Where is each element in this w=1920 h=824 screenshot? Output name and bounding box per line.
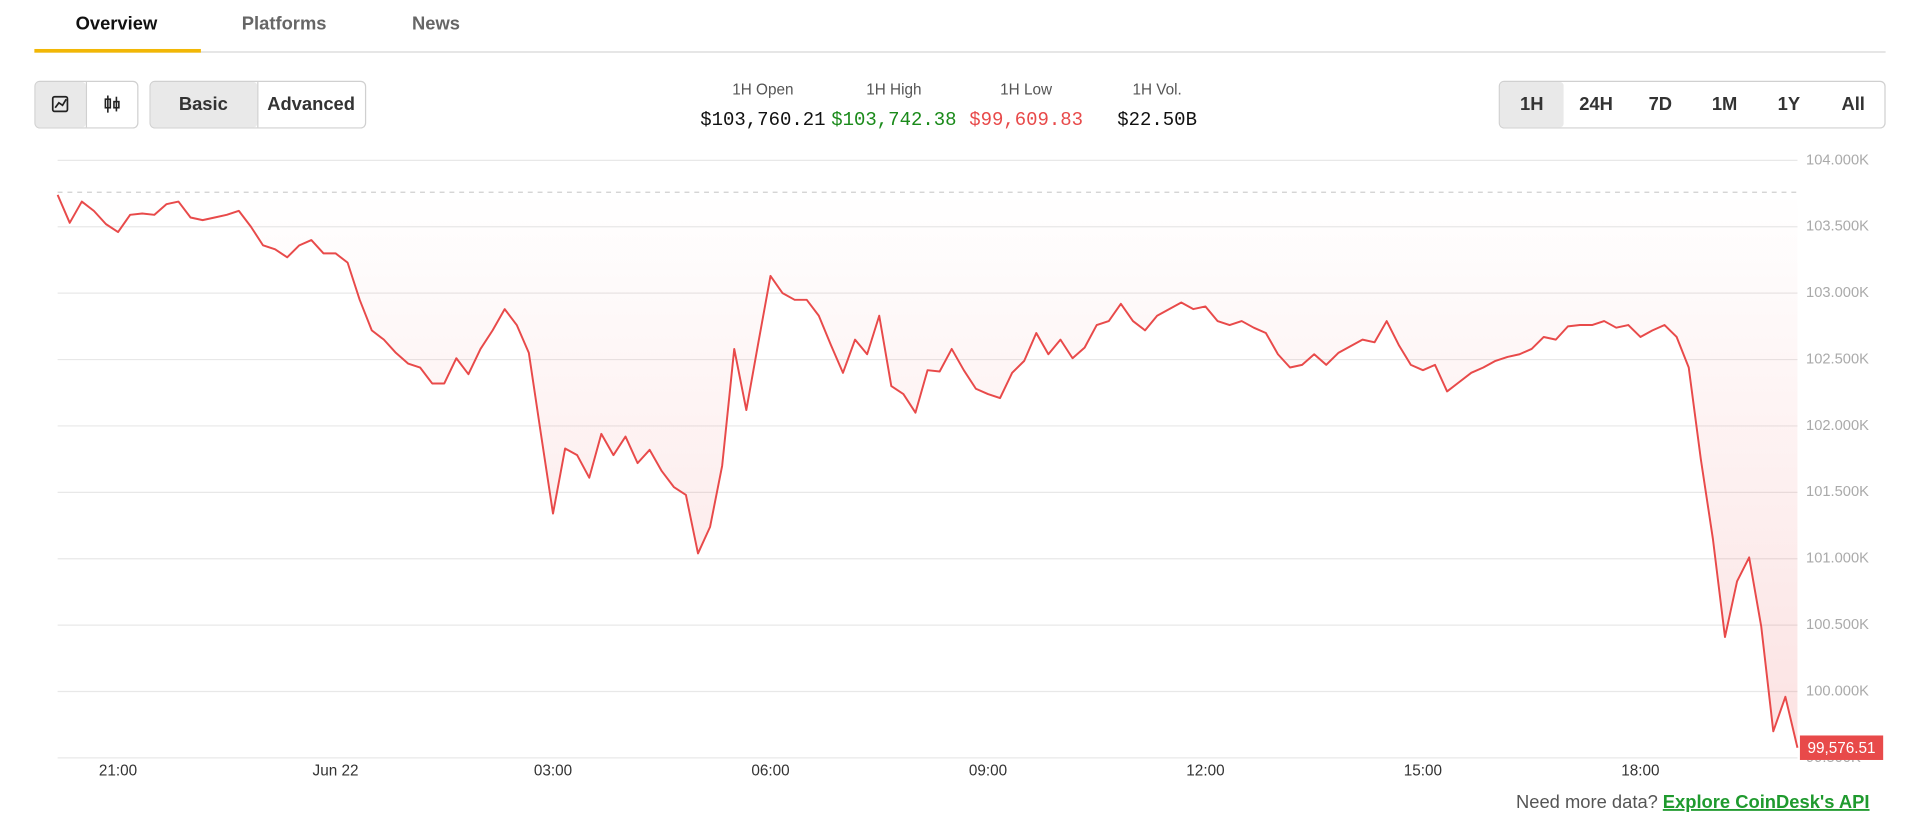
x-tick-label: 18:00 (1621, 762, 1659, 779)
timeframe-frame (1498, 80, 1886, 129)
x-tick-label: Jun 22 (313, 762, 359, 779)
stat-label: 1H High (866, 82, 921, 99)
y-tick-label: 104.000K (1806, 152, 1869, 168)
tab[interactable]: Overview (76, 12, 158, 33)
timeframe-button[interactable]: 24H (1579, 93, 1613, 114)
x-tick-label: 06:00 (751, 762, 789, 779)
style-button[interactable]: Advanced (267, 93, 355, 114)
stat-label: 1H Vol. (1132, 82, 1181, 99)
last-price-label: 99,576.51 (1808, 740, 1876, 757)
y-tick-label: 103.500K (1806, 219, 1869, 235)
y-tick-label: 100.500K (1806, 617, 1869, 633)
stat-value: $99,609.83 (969, 109, 1083, 131)
price-line (56, 194, 1799, 748)
basic-button-bg[interactable] (150, 82, 258, 128)
y-tick-label: 102.000K (1806, 418, 1869, 434)
candle-icon[interactable] (104, 95, 120, 113)
last-price-badge (1799, 735, 1884, 760)
y-tick-label: 100.000K (1806, 683, 1869, 699)
line-chart-icon (51, 95, 69, 113)
active-tab-underline (34, 48, 201, 53)
stat-value: $103,742.38 (831, 109, 956, 131)
api-link[interactable]: Explore CoinDesk's API (1663, 791, 1870, 812)
timeframe-button[interactable]: All (1841, 93, 1864, 114)
timeframe-group (1498, 80, 1886, 129)
style-button[interactable]: Basic (179, 93, 228, 114)
footer-text: Need more data? (1516, 791, 1658, 812)
x-tick-label: 21:00 (99, 762, 137, 779)
stat-value: $22.50B (1117, 109, 1197, 131)
x-tick-label: 15:00 (1404, 762, 1442, 779)
stat-label: 1H Low (1000, 82, 1053, 99)
x-tick-label: 12:00 (1186, 762, 1224, 779)
timeframe-button[interactable]: 1Y (1778, 93, 1800, 114)
style-toggle (149, 80, 367, 129)
stat-value: $103,760.21 (700, 109, 825, 131)
y-tick-label: 102.500K (1806, 351, 1869, 367)
tab[interactable]: Platforms (242, 12, 327, 33)
timeframe-button[interactable]: 1M (1712, 93, 1738, 114)
x-tick-label: 09:00 (969, 762, 1007, 779)
timeframe-active-bg (1499, 82, 1564, 128)
y-tick-label: 103.000K (1806, 285, 1869, 301)
timeframe-button[interactable]: 1H (1520, 93, 1543, 114)
area-fill (57, 192, 1798, 748)
y-tick-label: 101.500K (1806, 484, 1869, 500)
view-toggle (34, 80, 139, 129)
x-tick-label: 03:00 (534, 762, 572, 779)
stat-label: 1H Open (732, 82, 793, 99)
y-tick-label: 101.000K (1806, 551, 1869, 567)
timeframe-button[interactable]: 7D (1649, 93, 1672, 114)
tab[interactable]: News (412, 12, 460, 33)
